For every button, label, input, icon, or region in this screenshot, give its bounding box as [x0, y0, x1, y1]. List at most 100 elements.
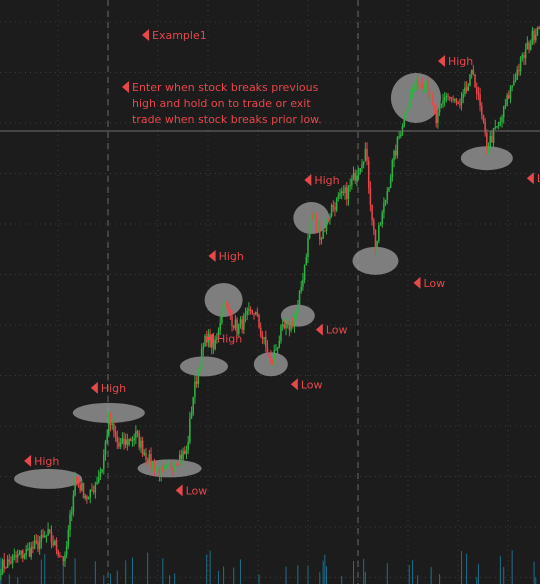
candle-body	[271, 360, 274, 362]
candle-body	[229, 309, 232, 316]
candle-body	[356, 175, 358, 182]
candle-body	[216, 337, 218, 340]
candle-body	[103, 454, 105, 470]
candle-body	[155, 468, 157, 472]
candle-body	[415, 77, 417, 90]
candle-body	[217, 330, 220, 338]
candle-body	[418, 84, 421, 91]
candle-body	[438, 105, 441, 113]
candle-body	[499, 121, 502, 123]
candle-body	[49, 529, 51, 532]
candle-body	[528, 42, 530, 50]
annotation-label: Low	[326, 324, 348, 337]
candle-body	[87, 497, 90, 500]
candle-body	[302, 280, 304, 287]
annotation-label: High	[101, 382, 126, 395]
candle-body	[130, 438, 132, 442]
candle-body	[190, 413, 193, 419]
candle-body	[432, 94, 434, 104]
candle-body	[94, 484, 97, 493]
candle-body	[437, 112, 439, 123]
candle-body	[185, 449, 188, 454]
candle-body	[394, 150, 397, 156]
candle-body	[59, 555, 61, 557]
candle-body	[84, 496, 86, 498]
candle-body	[236, 319, 238, 334]
arrow-marker-icon	[122, 81, 129, 93]
annotation-label: High	[448, 55, 473, 68]
candle-body	[138, 433, 140, 448]
candle-body	[416, 77, 419, 91]
candle-body	[310, 215, 313, 228]
arrow-marker-icon	[206, 332, 214, 345]
candle-body	[452, 98, 454, 100]
volume-bar	[535, 577, 537, 584]
candle-body	[521, 55, 524, 58]
candle-body	[0, 573, 2, 575]
candle-body	[224, 302, 227, 310]
candle-body	[349, 184, 351, 187]
volume-bar	[408, 565, 410, 584]
candle-body	[195, 381, 198, 384]
candle-body	[212, 339, 215, 350]
candle-body	[362, 161, 365, 165]
candle-body	[361, 164, 363, 169]
candle-body	[378, 224, 380, 242]
candle-body	[119, 443, 122, 447]
candle-body	[6, 559, 9, 568]
candle-body	[351, 179, 353, 185]
candle-body	[10, 561, 12, 564]
volume-bar	[307, 565, 309, 584]
candle-body	[168, 463, 171, 465]
volume-bar	[363, 558, 365, 584]
candle-body	[153, 462, 156, 472]
candle-body	[140, 440, 142, 448]
strategy-note-line: Enter when stock breaks previous	[132, 81, 319, 94]
candle-body	[121, 438, 124, 444]
candle-body	[531, 30, 534, 44]
candle-body	[256, 312, 259, 316]
candle-body	[354, 172, 356, 182]
candle-body	[391, 160, 394, 178]
highlight-ellipse	[204, 282, 243, 317]
candle-body	[222, 309, 225, 311]
candle-body	[501, 117, 503, 122]
volume-bar	[44, 554, 46, 584]
candle-body	[22, 550, 24, 558]
arrow-marker-icon	[142, 29, 149, 41]
candle-body	[30, 546, 32, 557]
volume-bar	[74, 558, 76, 584]
candle-body	[428, 92, 431, 98]
candle-body	[486, 132, 488, 151]
candle-body	[298, 291, 301, 305]
candle-body	[50, 531, 53, 543]
candle-body	[187, 442, 189, 450]
candle-body	[123, 438, 125, 445]
volume-bar	[364, 571, 366, 584]
candle-body	[442, 100, 444, 104]
candle-body	[455, 99, 458, 102]
candle-body	[150, 454, 152, 467]
candle-body	[535, 34, 537, 41]
candle-body	[226, 302, 228, 307]
volume-bar	[209, 550, 211, 584]
candle-body	[329, 216, 331, 220]
candle-body	[292, 322, 294, 326]
candle-body	[427, 80, 429, 93]
candle-body	[411, 91, 414, 95]
candle-body	[231, 315, 233, 326]
candle-body	[518, 70, 520, 72]
arrow-marker-icon	[24, 454, 32, 467]
arrow-marker-icon	[437, 54, 445, 67]
candle-body	[182, 451, 184, 460]
candle-body	[28, 548, 31, 557]
candle-body	[97, 476, 100, 483]
candle-body	[275, 349, 277, 351]
candle-body	[268, 355, 270, 358]
volume-bar	[430, 567, 432, 584]
annotation-label: Low	[301, 378, 323, 391]
candle-body	[3, 559, 5, 568]
annotation-label: High	[314, 174, 339, 187]
candle-body	[258, 315, 260, 328]
candle-body	[131, 440, 134, 442]
